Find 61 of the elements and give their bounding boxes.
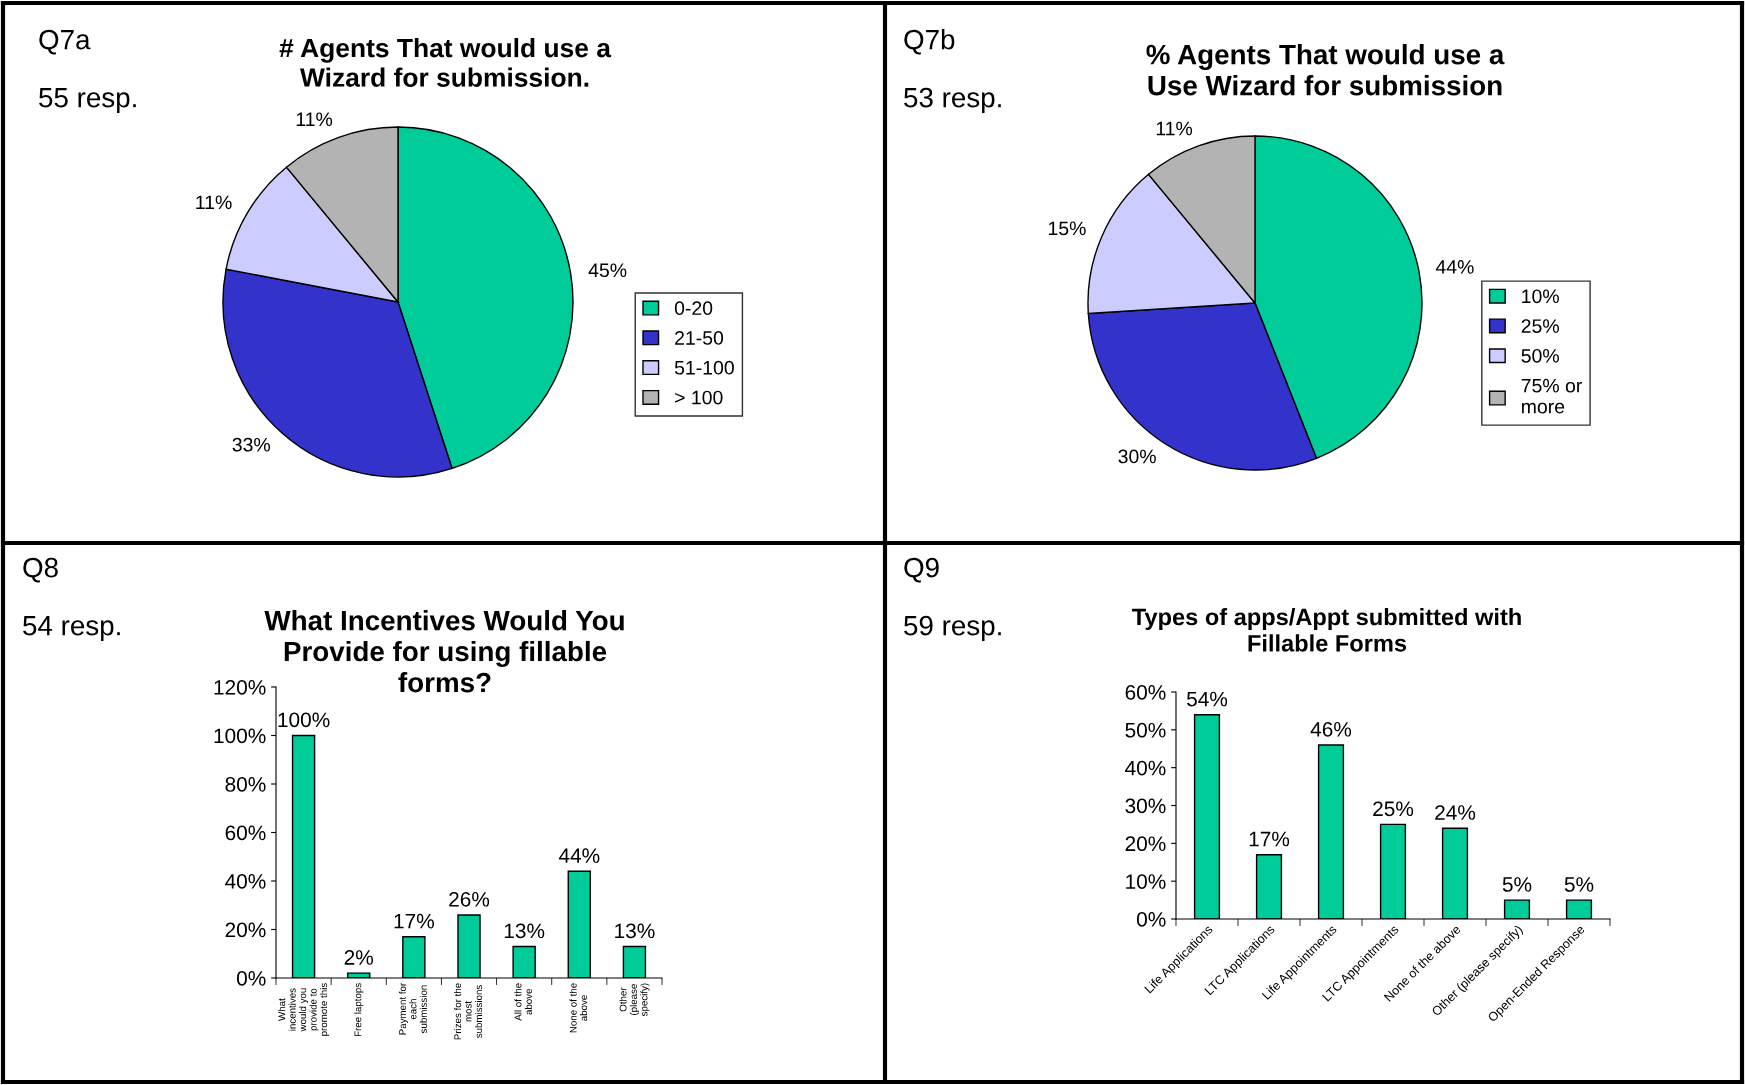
text: 53 resp. — [904, 87, 1001, 113]
data-label: 11% — [296, 112, 333, 127]
y-tick-label: 60% — [1125, 685, 1166, 700]
data-label: 100% — [278, 712, 330, 728]
data-label: 46% — [1310, 721, 1352, 737]
legend-label: 51-100 — [674, 360, 734, 375]
text: Q9 — [904, 557, 939, 583]
y-tick-label: 20% — [225, 922, 266, 938]
y-tick-label: 60% — [225, 825, 266, 841]
y-tick-label: 120% — [214, 680, 266, 695]
chart-title: % Agents That would use a Use Wizard for submission — [1146, 44, 1505, 96]
legend-label: 10% — [1522, 289, 1559, 304]
y-tick-label: 50% — [1125, 722, 1166, 738]
legend-label: 21-50 — [675, 331, 724, 345]
text: Q7a — [39, 29, 91, 55]
data-label: 11% — [1156, 121, 1193, 136]
y-tick-label: 20% — [1125, 836, 1166, 852]
data-label: 2% — [344, 950, 374, 965]
data-label: 5% — [1502, 877, 1532, 892]
data-label: 44% — [558, 848, 600, 863]
x-tick-label: Other (please specify) — [619, 983, 650, 1017]
text: 59 resp. — [904, 615, 1001, 641]
x-tick-label: What incentives would you provide to promote this — [278, 983, 330, 1036]
data-label: 54% — [1186, 691, 1228, 707]
y-tick-label: 40% — [1125, 760, 1166, 776]
text: 55 resp. — [39, 88, 136, 113]
data-label: 17% — [394, 913, 434, 929]
x-tick-label: Free laptops — [354, 983, 364, 1037]
data-label: 15% — [1048, 221, 1086, 236]
chart-title: Types of apps/Appt submitted with Fillable Forms — [1132, 608, 1521, 652]
data-label: 26% — [449, 891, 490, 907]
y-tick-label: 100% — [214, 728, 266, 744]
x-tick-label: Prizes for the most submissions — [454, 983, 483, 1040]
y-tick-label: 40% — [225, 874, 266, 889]
legend-label: 25% — [1521, 319, 1559, 333]
text: 54 resp. — [23, 616, 120, 641]
chart-title: # Agents That would use a Wizard for submission. — [279, 38, 612, 87]
x-tick-label: Payment for each submission — [398, 983, 427, 1035]
data-label: 25% — [1373, 801, 1414, 817]
data-label: 33% — [232, 437, 271, 452]
y-tick-label: 10% — [1126, 874, 1166, 889]
x-tick-label: None of the above — [569, 983, 588, 1033]
data-label: 11% — [196, 195, 232, 210]
x-tick-label: All of the above — [514, 983, 532, 1021]
y-tick-label: 30% — [1125, 798, 1166, 814]
legend-label: 0-20 — [674, 301, 713, 316]
data-label: 5% — [1564, 877, 1594, 892]
legend-label: 75% or more — [1521, 378, 1582, 414]
text: Q7b — [904, 29, 955, 55]
y-tick-label: 0% — [236, 971, 266, 986]
text: Q8 — [23, 557, 58, 583]
y-tick-label: 80% — [225, 777, 266, 792]
legend-label: 50% — [1521, 348, 1559, 363]
data-label: 13% — [504, 923, 545, 939]
data-label: 17% — [1249, 831, 1290, 847]
data-label: 13% — [615, 923, 655, 939]
legend-label: > 100 — [675, 390, 723, 405]
data-label: 44% — [1435, 260, 1474, 274]
data-label: 24% — [1435, 805, 1476, 820]
data-label: 45% — [588, 263, 627, 278]
y-tick-label: 0% — [1136, 912, 1166, 927]
